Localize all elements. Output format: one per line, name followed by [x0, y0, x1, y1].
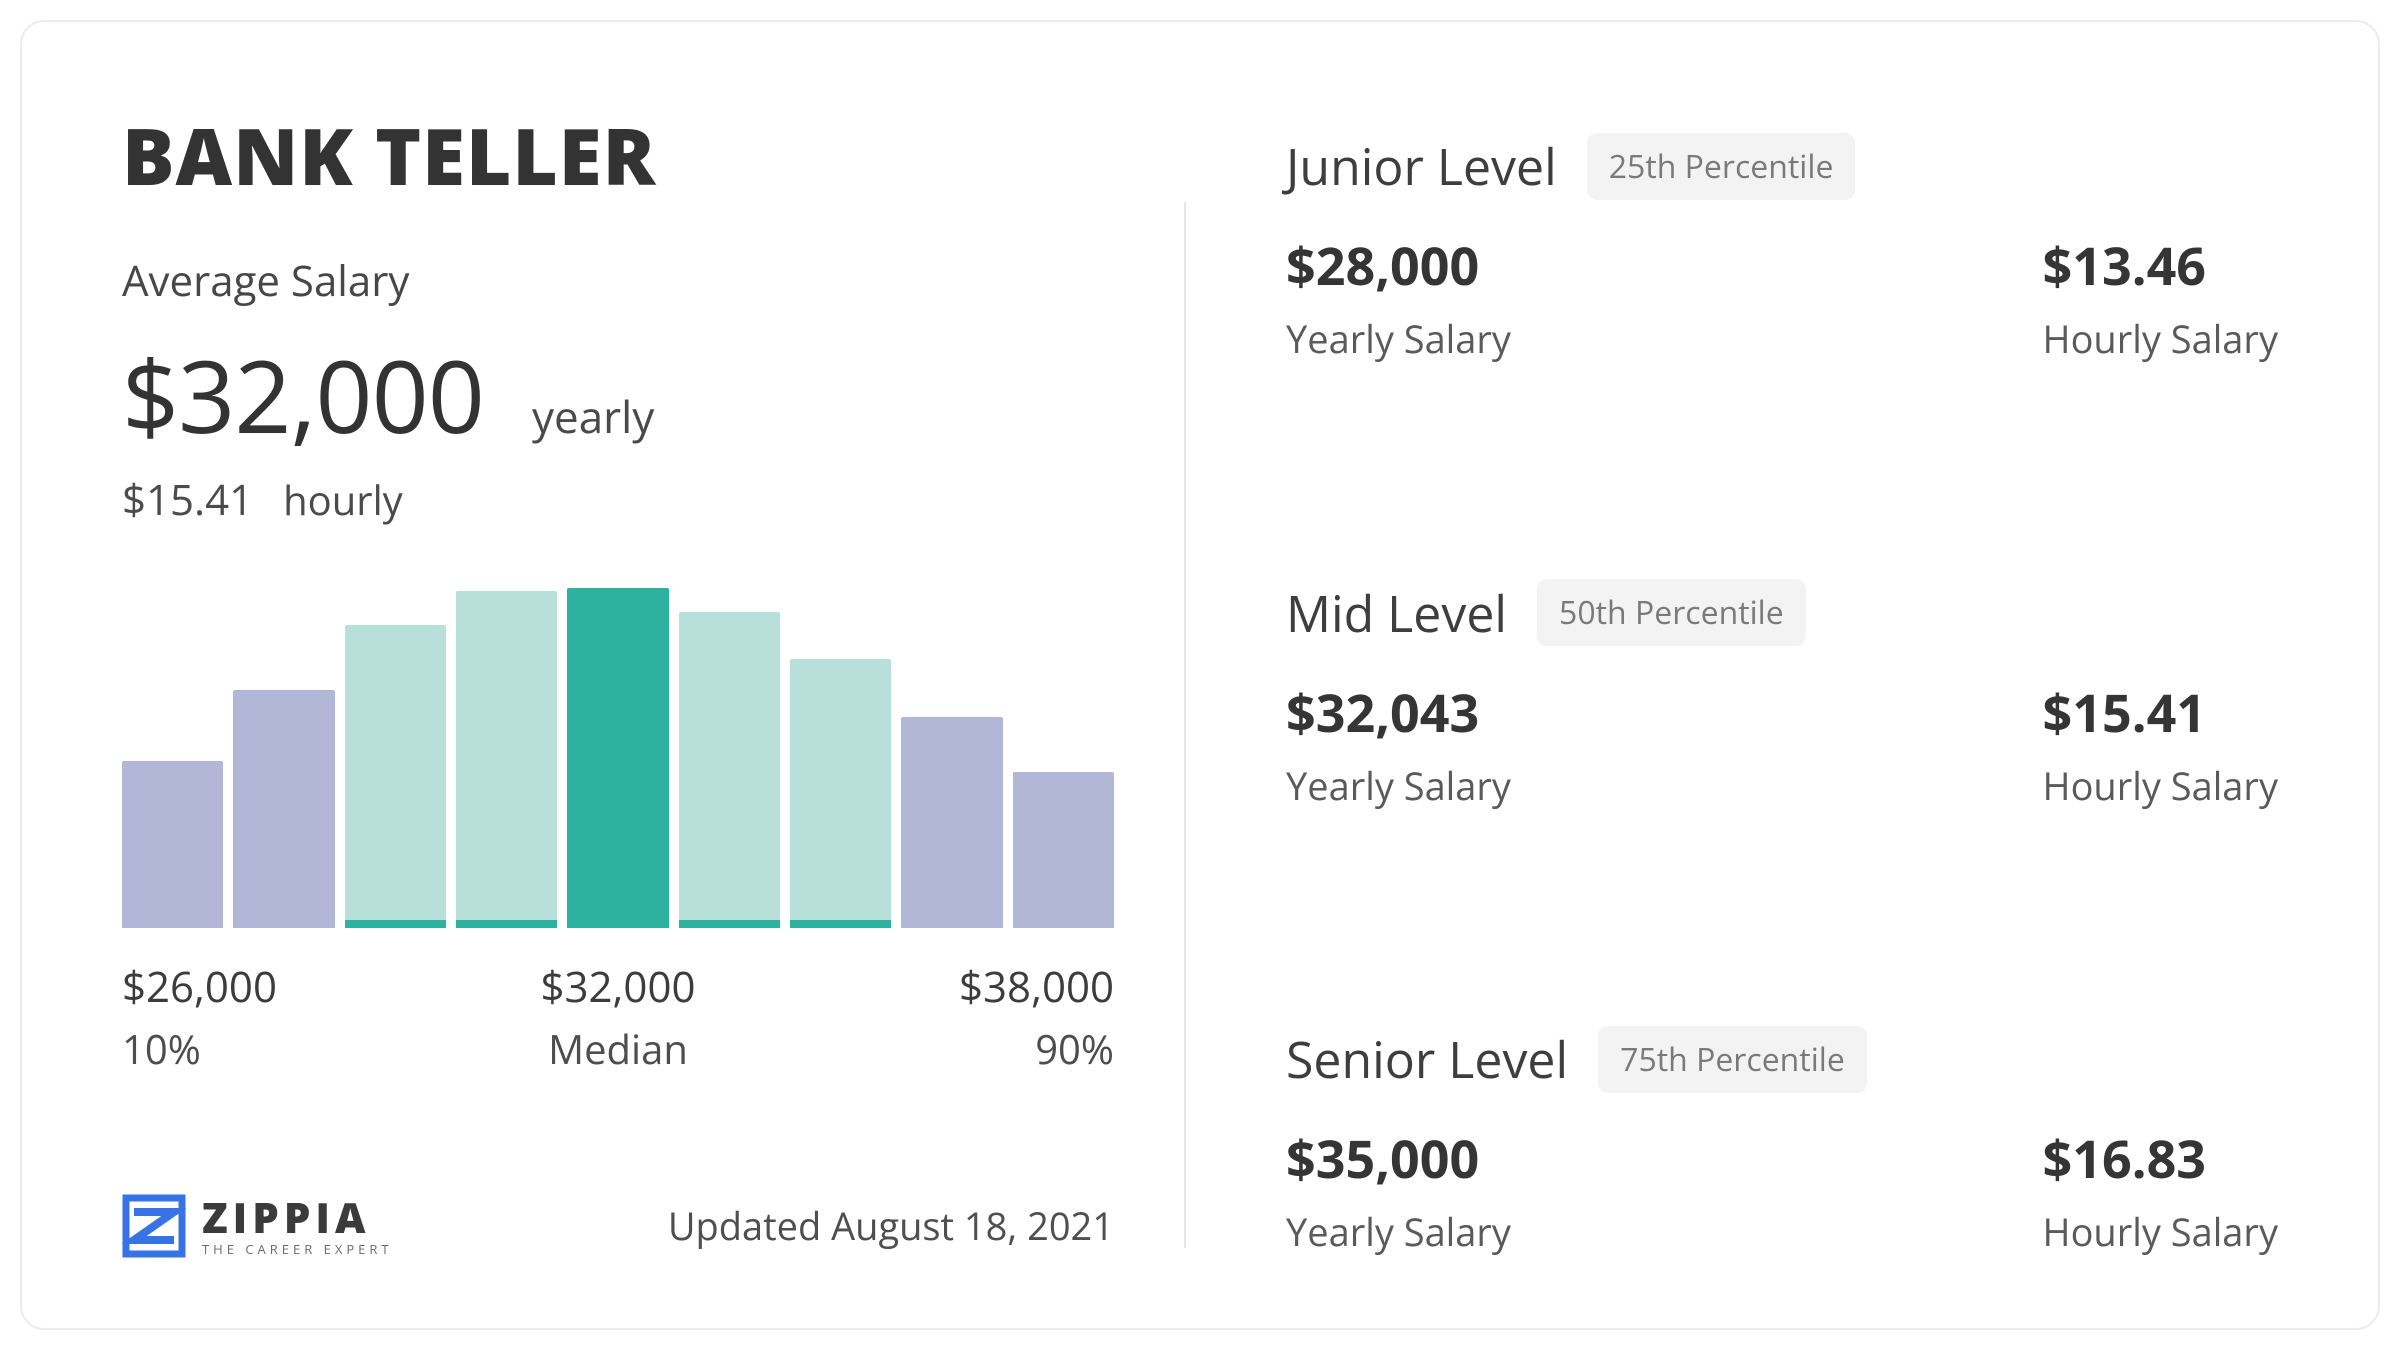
level-block: Junior Level 25th Percentile $28,000 Yearly…: [1286, 132, 2278, 365]
brand-name: ZIPPIA: [202, 1197, 393, 1239]
axis-right-sub: 90%: [959, 1021, 1114, 1076]
job-title: BANK TELLER: [122, 102, 1114, 208]
level-hourly-label: Hourly Salary: [2043, 313, 2278, 365]
level-hourly: $13.46 Hourly Salary: [2043, 230, 2278, 365]
chart-bar: [790, 659, 891, 928]
level-row: $32,043 Yearly Salary $15.41 Hourly Salary: [1286, 677, 2278, 812]
level-block: Mid Level 50th Percentile $32,043 Yearly Sa…: [1286, 579, 2278, 812]
footer: ZIPPIA THE CAREER EXPERT Updated August …: [122, 1124, 1114, 1258]
axis-center-sub: Median: [541, 1021, 696, 1076]
level-yearly-amount: $28,000: [1286, 230, 1511, 301]
chart-bar: [233, 690, 334, 928]
level-head: Mid Level 50th Percentile: [1286, 579, 2278, 647]
average-hourly-row: $15.41 hourly: [122, 471, 1114, 528]
percentile-badge: 75th Percentile: [1598, 1026, 1867, 1093]
level-hourly: $15.41 Hourly Salary: [2043, 677, 2278, 812]
level-title: Mid Level: [1286, 579, 1507, 647]
brand-text: ZIPPIA THE CAREER EXPERT: [202, 1197, 393, 1256]
chart-bar: [122, 761, 223, 928]
left-panel: BANK TELLER Average Salary $32,000 yearl…: [122, 102, 1184, 1258]
axis-center: $32,000 Median: [541, 958, 696, 1076]
percentile-badge: 50th Percentile: [1537, 579, 1806, 646]
axis-left-sub: 10%: [122, 1021, 277, 1076]
level-yearly-label: Yearly Salary: [1286, 313, 1511, 365]
chart-bar: [345, 625, 446, 928]
chart-axis: $26,000 10% $32,000 Median $38,000 90%: [122, 958, 1114, 1076]
percentile-badge: 25th Percentile: [1587, 133, 1856, 200]
average-yearly-row: $32,000 yearly: [122, 327, 1114, 463]
axis-center-value: $32,000: [541, 958, 696, 1015]
level-hourly-amount: $13.46: [2043, 230, 2278, 301]
level-yearly-label: Yearly Salary: [1286, 760, 1511, 812]
zippia-icon: [122, 1194, 186, 1258]
level-row: $28,000 Yearly Salary $13.46 Hourly Salary: [1286, 230, 2278, 365]
level-yearly-amount: $32,043: [1286, 677, 1511, 748]
average-salary-label: Average Salary: [122, 252, 1114, 309]
updated-date: Updated August 18, 2021: [668, 1200, 1114, 1252]
level-hourly-amount: $15.41: [2043, 677, 2278, 748]
axis-left: $26,000 10%: [122, 958, 277, 1076]
level-title: Junior Level: [1286, 132, 1557, 200]
chart-bar: [456, 591, 557, 928]
level-yearly: $28,000 Yearly Salary: [1286, 230, 1511, 365]
salary-card: BANK TELLER Average Salary $32,000 yearl…: [20, 20, 2380, 1330]
average-hourly-unit: hourly: [283, 472, 403, 527]
chart-bar: [1013, 772, 1114, 928]
brand-tagline: THE CAREER EXPERT: [202, 1243, 393, 1256]
chart-bar: [567, 588, 668, 928]
level-head: Junior Level 25th Percentile: [1286, 132, 2278, 200]
level-hourly-label: Hourly Salary: [2043, 760, 2278, 812]
level-hourly-amount: $16.83: [2043, 1123, 2278, 1194]
level-yearly: $32,043 Yearly Salary: [1286, 677, 1511, 812]
chart-bar: [901, 717, 1002, 928]
level-head: Senior Level 75th Percentile: [1286, 1025, 2278, 1093]
level-yearly-label: Yearly Salary: [1286, 1206, 1511, 1258]
axis-left-value: $26,000: [122, 958, 277, 1015]
chart-bar: [679, 612, 780, 928]
average-yearly-unit: yearly: [532, 386, 654, 446]
level-hourly-label: Hourly Salary: [2043, 1206, 2278, 1258]
levels-panel: Junior Level 25th Percentile $28,000 Yearly…: [1186, 102, 2278, 1258]
level-yearly-amount: $35,000: [1286, 1123, 1511, 1194]
chart-bars: [122, 588, 1114, 928]
average-yearly-amount: $32,000: [122, 327, 484, 463]
level-title: Senior Level: [1286, 1025, 1568, 1093]
axis-right: $38,000 90%: [959, 958, 1114, 1076]
level-block: Senior Level 75th Percentile $35,000 Yearly…: [1286, 1025, 2278, 1258]
distribution-chart: $26,000 10% $32,000 Median $38,000 90%: [122, 588, 1114, 1076]
level-hourly: $16.83 Hourly Salary: [2043, 1123, 2278, 1258]
axis-right-value: $38,000: [959, 958, 1114, 1015]
level-yearly: $35,000 Yearly Salary: [1286, 1123, 1511, 1258]
brand-logo: ZIPPIA THE CAREER EXPERT: [122, 1194, 393, 1258]
level-row: $35,000 Yearly Salary $16.83 Hourly Salary: [1286, 1123, 2278, 1258]
average-hourly-amount: $15.41: [122, 471, 253, 528]
